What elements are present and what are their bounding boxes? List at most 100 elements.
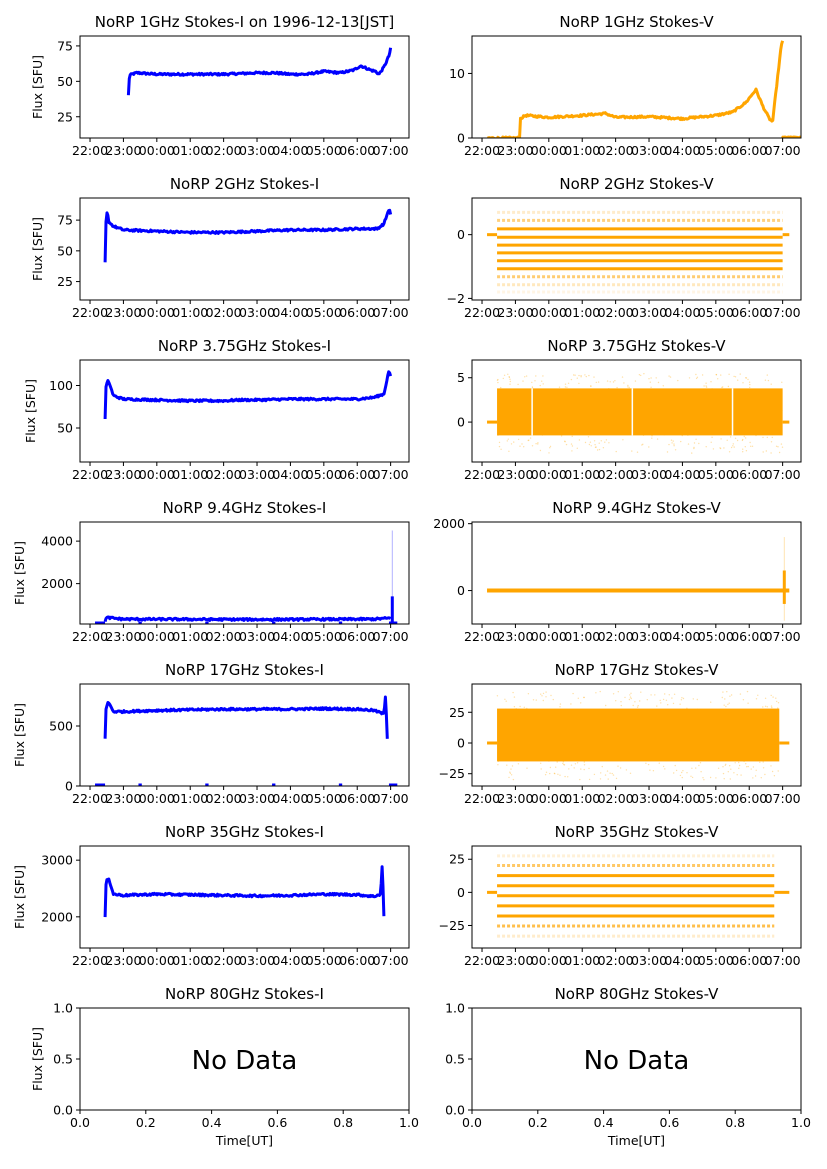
scatter-point	[509, 772, 512, 774]
scatter-point	[772, 696, 774, 698]
scatter-point	[598, 448, 601, 451]
x-tick-label: 23:00	[105, 791, 141, 806]
scatter-point	[775, 445, 778, 447]
scatter-point	[609, 772, 611, 774]
scatter-point	[691, 452, 693, 454]
plot-area	[103, 370, 393, 420]
scatter-point	[722, 766, 724, 768]
x-tick-label: 0.4	[594, 1115, 614, 1130]
x-tick-label: 03:00	[239, 791, 275, 806]
scatter-point	[725, 705, 727, 708]
scatter-point	[726, 439, 728, 441]
scatter-point	[668, 375, 670, 377]
chart-title: NoRP 17GHz Stokes-V	[555, 661, 720, 679]
scatter-point	[643, 373, 645, 375]
x-tick-label: 05:00	[306, 953, 342, 968]
scatter-point	[629, 694, 631, 696]
scatter-point	[730, 446, 733, 449]
scatter-point	[695, 438, 697, 440]
plot-area	[103, 865, 386, 918]
scatter-point	[510, 443, 513, 445]
scatter-point	[654, 694, 656, 696]
chart-title: NoRP 35GHz Stokes-I	[165, 823, 324, 841]
scatter-point	[673, 772, 675, 774]
scatter-point	[648, 446, 650, 448]
x-tick-label: 00:00	[531, 629, 567, 644]
scatter-point	[621, 376, 624, 378]
scatter-point	[690, 775, 692, 777]
scatter-point	[604, 441, 606, 443]
scatter-point	[728, 451, 731, 453]
axes-frame	[471, 521, 802, 625]
scatter-point	[677, 379, 679, 382]
scatter-point	[725, 763, 727, 765]
x-tick-label: 0.8	[725, 1115, 745, 1130]
scatter-point	[558, 386, 561, 388]
scatter-point	[771, 706, 773, 709]
scatter-point	[634, 701, 636, 703]
scatter-point	[542, 375, 544, 377]
y-tick-label: 5	[457, 370, 465, 385]
x-tick-label: 0.2	[528, 1115, 548, 1130]
scatter-point	[728, 702, 730, 704]
x-tick-label: 06:00	[339, 791, 375, 806]
scatter-point	[593, 773, 596, 776]
scatter-point	[737, 379, 739, 381]
scatter-point	[734, 437, 737, 439]
x-tick-label: 04:00	[272, 953, 308, 968]
scatter-point	[781, 446, 784, 448]
x-tick-label: 00:00	[531, 953, 567, 968]
scatter-point	[662, 385, 664, 387]
scatter-point	[710, 701, 712, 703]
scatter-point	[566, 386, 568, 388]
x-tick-label: 1.0	[399, 1115, 419, 1130]
x-tick-label: 07:00	[765, 629, 801, 644]
scatter-point	[645, 762, 647, 764]
x-tick-label: 06:00	[731, 467, 767, 482]
scatter-point	[535, 375, 537, 377]
scatter-point	[508, 776, 510, 779]
scatter-point	[504, 698, 506, 700]
x-tick-label: 02:00	[598, 629, 634, 644]
scatter-point	[771, 436, 773, 439]
x-tick-label: 04:00	[664, 953, 700, 968]
subplot-1ghz-i: NoRP 1GHz Stokes-I on 1996-12-13[JST] 25 5…	[30, 13, 410, 158]
scatter-point	[519, 445, 521, 447]
scatter-point	[622, 439, 624, 441]
x-tick-label: 23:00	[497, 143, 533, 158]
scatter-point	[583, 764, 586, 766]
x-tick-label: 07:00	[765, 953, 801, 968]
chart-title: NoRP 17GHz Stokes-I	[165, 661, 324, 679]
x-tick-label: 07:00	[373, 305, 409, 320]
scatter-point	[619, 767, 622, 769]
x-tick-label: 05:00	[698, 467, 734, 482]
subplot-2ghz-v: NoRP 2GHz Stokes-V −2 0 22:0023:0000:0001:0…	[447, 175, 802, 320]
y-tick-label: 50	[57, 74, 73, 89]
x-tick-label: 1.0	[791, 1115, 811, 1130]
x-tick-label: 01:00	[564, 143, 600, 158]
x-tick-label: 06:00	[731, 143, 767, 158]
y-tick-label: 2000	[433, 516, 465, 531]
scatter-point	[764, 773, 766, 776]
scatter-point	[542, 692, 545, 695]
scatter-point	[771, 770, 774, 773]
subplot-17ghz-i: NoRP 17GHz Stokes-I 0 500 22:0023:0000:0001…	[12, 661, 410, 806]
x-tick-label: 22:00	[72, 791, 108, 806]
scatter-point	[674, 764, 676, 767]
scatter-point	[598, 442, 600, 444]
scatter-point	[570, 378, 573, 381]
subplot-1ghz-v: NoRP 1GHz Stokes-V 0 10 22:0023:0000:0001:0…	[449, 13, 802, 158]
scatter-point	[759, 761, 761, 763]
scatter-point	[500, 386, 502, 389]
scatter-point	[510, 768, 512, 770]
scatter-point	[600, 440, 602, 442]
y-axis-label: Flux [SFU]	[30, 55, 45, 119]
x-tick-label: 07:00	[373, 629, 409, 644]
scatter-point	[670, 439, 673, 441]
x-tick-label: 06:00	[731, 305, 767, 320]
scatter-point	[617, 765, 619, 767]
x-tick-label: 0.6	[267, 1115, 287, 1130]
scatter-point	[574, 763, 577, 765]
scatter-point	[549, 772, 551, 775]
x-tick-label: 05:00	[306, 305, 342, 320]
